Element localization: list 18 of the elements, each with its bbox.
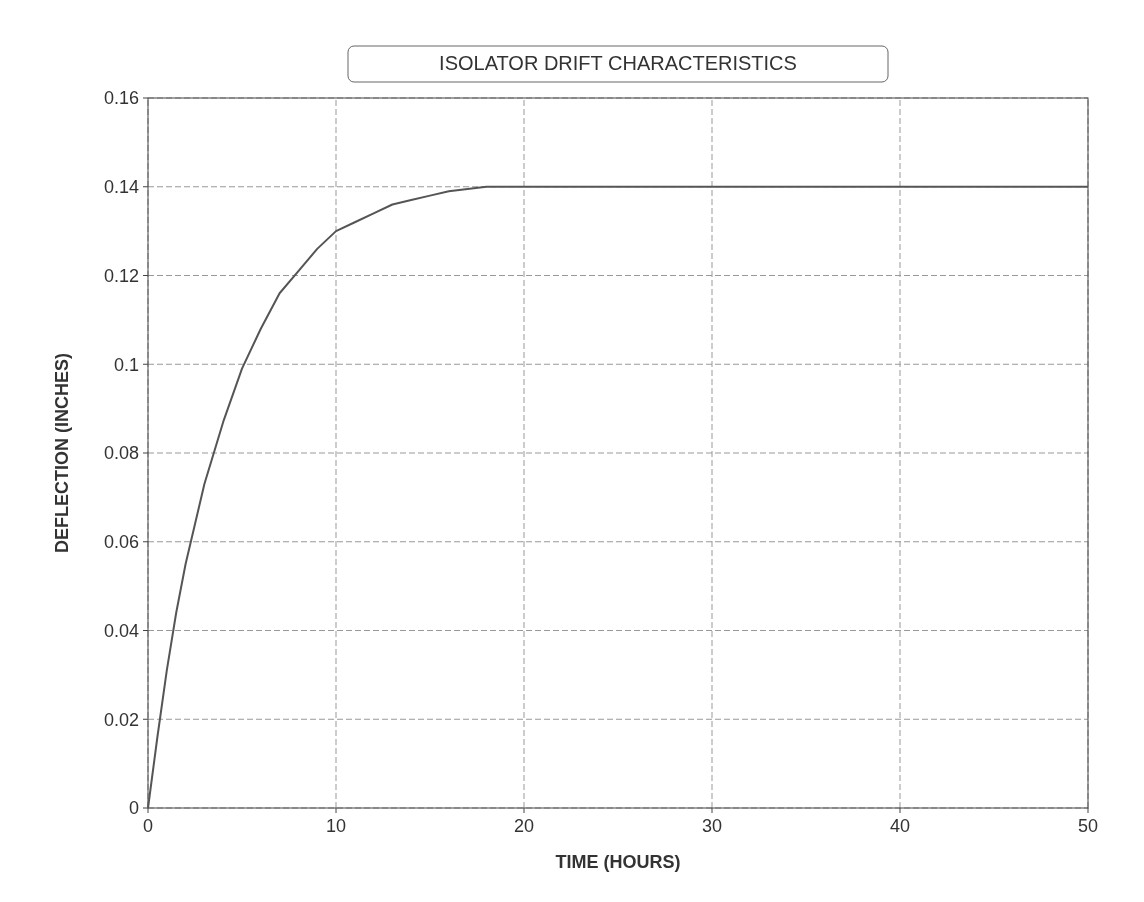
- y-tick-label: 0.16: [103, 88, 139, 109]
- x-axis-title: TIME (HOURS): [555, 852, 681, 872]
- y-tick-label: 0.12: [103, 265, 139, 286]
- x-tick-label: 10: [325, 816, 347, 836]
- y-tick-label: 0.08: [103, 443, 139, 464]
- x-tick-label: 40: [889, 816, 911, 836]
- y-tick-label: 0: [128, 798, 139, 819]
- x-tick-label: 50: [1077, 816, 1099, 836]
- y-tick-label: 0.04: [103, 620, 139, 641]
- y-tick-label: 0.14: [103, 177, 139, 198]
- x-tick-label: 0: [142, 816, 154, 836]
- y-tick-label: 0.06: [103, 532, 139, 553]
- x-tick-label: 20: [513, 816, 535, 836]
- y-tick-label: 0.02: [103, 709, 139, 730]
- y-axis-title: DEFLECTION (INCHES): [52, 353, 72, 553]
- chart-title: ISOLATOR DRIFT CHARACTERISTICS: [439, 52, 797, 74]
- x-tick-label: 30: [701, 816, 723, 836]
- y-tick-label: 0.1: [113, 354, 139, 375]
